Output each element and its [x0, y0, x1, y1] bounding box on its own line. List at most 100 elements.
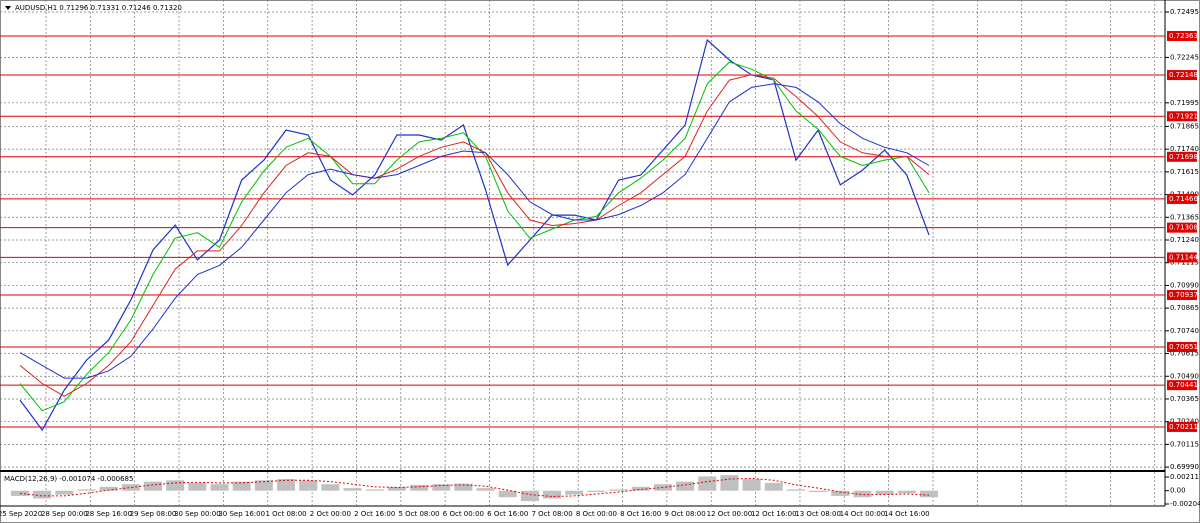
x-tick-label: 14 Oct 16:00 — [884, 510, 930, 518]
y-tick-label: 0.71240 — [1170, 236, 1199, 244]
level-label: 0.72363 — [1169, 32, 1198, 40]
macd-title: MACD(12,26,9) -0.001074 -0.000685 — [4, 475, 133, 483]
macd-bar — [609, 489, 628, 491]
macd-bar — [742, 479, 761, 491]
moving-average — [19, 83, 930, 379]
macd-bar — [720, 475, 739, 491]
x-tick-label: 8 Oct 00:00 — [576, 510, 617, 518]
macd-bar — [809, 490, 828, 493]
macd-bar — [831, 490, 850, 496]
macd-bar — [919, 490, 938, 498]
macd-bar — [166, 480, 185, 491]
macd-bar — [410, 484, 429, 491]
macd-bar — [454, 483, 473, 491]
x-tick-label: 1 Oct 08:00 — [265, 510, 306, 518]
level-label: 0.71921 — [1169, 112, 1198, 120]
x-tick-label: 29 Sep 08:00 — [130, 510, 177, 518]
macd-bar — [321, 484, 340, 491]
y-tick-label: 0.70740 — [1170, 327, 1199, 335]
x-tick-label: 14 Oct 00:00 — [840, 510, 886, 518]
macd-bar — [476, 488, 495, 491]
x-tick-label: 12 Oct 00:00 — [707, 510, 753, 518]
macd-bar — [853, 490, 872, 498]
level-label: 0.70441 — [1169, 381, 1198, 389]
macd-bar — [254, 480, 273, 491]
macd-bar — [676, 481, 695, 491]
y-tick-label: 0.70240 — [1170, 418, 1199, 426]
macd-bar — [565, 490, 584, 495]
macd-bar — [188, 482, 207, 491]
macd-bar — [387, 486, 406, 491]
moving-average — [19, 74, 930, 397]
menu-arrow[interactable] — [5, 6, 11, 10]
chart-title: AUDUSD,H1 0.71296 0.71331 0.71246 0.7132… — [15, 4, 182, 12]
macd-bar — [210, 484, 229, 491]
macd-bar — [498, 490, 517, 498]
y-tick-label: 0.00 — [1170, 487, 1186, 495]
macd-bar — [631, 486, 650, 491]
macd-bar — [786, 489, 805, 491]
macd-bar — [232, 481, 251, 491]
y-tick-label: 0.002117 — [1170, 473, 1200, 481]
macd-bar — [77, 489, 96, 491]
x-tick-label: 2 Oct 16:00 — [354, 510, 395, 518]
y-tick-label: 0.71740 — [1170, 145, 1199, 153]
level-tag — [1167, 70, 1197, 81]
y-tick-label: 0.70865 — [1170, 304, 1199, 312]
price-line — [19, 38, 930, 432]
x-tick-label: 2 Oct 00:00 — [310, 510, 351, 518]
macd-bar — [277, 479, 296, 491]
y-tick-label: 0.72245 — [1170, 53, 1199, 61]
x-tick-label: 13 Oct 08:00 — [795, 510, 841, 518]
level-label: 0.71698 — [1169, 153, 1198, 161]
level-tag — [1167, 252, 1197, 263]
y-tick-label: 0.71865 — [1170, 122, 1199, 130]
level-tag — [1167, 290, 1197, 301]
macd-bar — [33, 490, 52, 499]
macd-bar — [587, 490, 606, 493]
x-tick-label: 25 Sep 2020 — [0, 510, 42, 518]
level-label: 0.70937 — [1169, 291, 1198, 299]
macd-bar — [875, 490, 894, 495]
macd-bar — [432, 484, 451, 491]
x-tick-label: 30 Sep 00:00 — [174, 510, 221, 518]
level-label: 0.70211 — [1169, 423, 1198, 431]
x-tick-label: 5 Oct 08:00 — [398, 510, 439, 518]
y-tick-label: 0.71115 — [1170, 259, 1199, 267]
moving-average — [19, 61, 930, 412]
macd-bar — [543, 490, 562, 499]
x-tick-label: 12 Oct 16:00 — [751, 510, 797, 518]
y-tick-label: 0.71995 — [1170, 99, 1199, 107]
macd-bar — [897, 490, 916, 494]
signal-line — [19, 477, 930, 498]
level-tag — [1167, 193, 1197, 204]
x-tick-label: 30 Sep 16:00 — [218, 510, 265, 518]
x-tick-label: 28 Sep 00:00 — [41, 510, 88, 518]
macd-bar — [144, 481, 163, 491]
macd-bar — [520, 490, 539, 502]
macd-bar — [99, 486, 118, 491]
y-tick-label: 0.69990 — [1170, 463, 1199, 471]
macd-bar — [764, 482, 783, 491]
level-label: 0.71144 — [1169, 253, 1198, 261]
macd-bar — [343, 488, 362, 491]
x-tick-label: 6 Oct 00:00 — [443, 510, 484, 518]
level-tag — [1167, 342, 1197, 353]
x-tick-label: 7 Oct 08:00 — [531, 510, 572, 518]
y-tick-label: 0.70490 — [1170, 372, 1199, 380]
level-label: 0.70651 — [1169, 343, 1198, 351]
macd-bar — [121, 484, 140, 491]
macd-bar — [55, 490, 74, 495]
macd-bar — [299, 480, 318, 491]
level-label: 0.71466 — [1169, 195, 1198, 203]
level-tag — [1167, 111, 1197, 122]
level-tag — [1167, 30, 1197, 41]
level-tag — [1167, 151, 1197, 162]
x-tick-label: 8 Oct 16:00 — [620, 510, 661, 518]
level-tag — [1167, 421, 1197, 432]
y-tick-label: 0.70115 — [1170, 440, 1199, 448]
x-tick-label: 9 Oct 08:00 — [665, 510, 706, 518]
y-tick-label: 0.71615 — [1170, 168, 1199, 176]
